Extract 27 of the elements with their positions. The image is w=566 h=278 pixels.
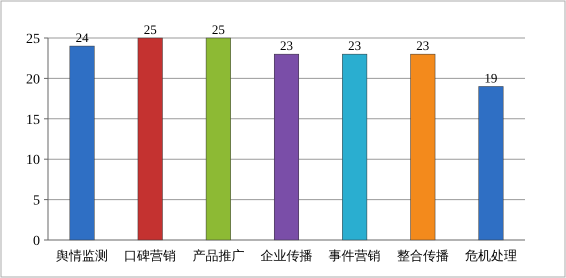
bar xyxy=(70,46,95,240)
y-tick-label: 5 xyxy=(33,194,40,209)
x-tick-label: 整合传播 xyxy=(396,248,449,263)
y-tick-label: 15 xyxy=(26,112,40,128)
bar xyxy=(478,86,504,240)
bar xyxy=(138,38,163,240)
data-label: 19 xyxy=(484,70,498,86)
y-tick-label: 25 xyxy=(26,32,40,47)
x-tick-label: 产品推广 xyxy=(192,248,244,263)
data-label: 24 xyxy=(76,30,90,46)
bar xyxy=(410,54,436,240)
y-tick-label: 0 xyxy=(33,234,40,249)
data-label: 23 xyxy=(348,38,362,54)
bar xyxy=(206,38,231,240)
data-label: 23 xyxy=(416,38,430,54)
y-tick-label: 20 xyxy=(26,72,40,88)
x-tick-label: 舆情监测 xyxy=(56,248,108,263)
data-label: 25 xyxy=(212,22,225,37)
bar xyxy=(342,54,368,240)
y-tick-label: 10 xyxy=(26,153,40,168)
data-label: 25 xyxy=(144,22,157,37)
x-tick-label: 企业传播 xyxy=(260,248,312,263)
bar xyxy=(274,54,300,240)
x-tick-label: 事件营销 xyxy=(328,248,381,263)
data-label: 23 xyxy=(280,38,293,54)
x-tick-label: 危机处理 xyxy=(464,248,517,263)
x-tick-label: 口碑营销 xyxy=(124,248,176,263)
